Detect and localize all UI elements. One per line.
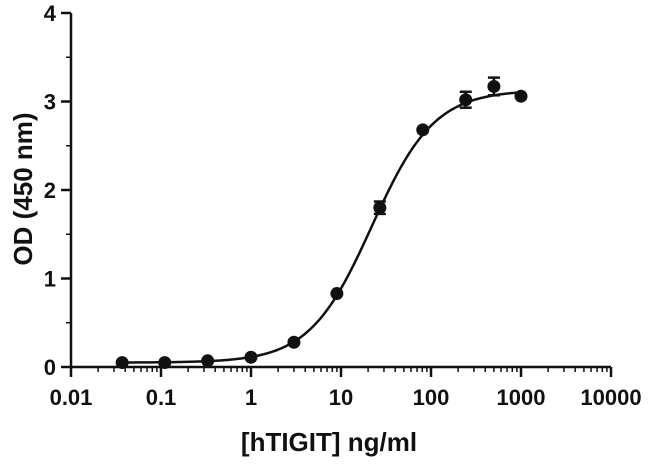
tick-labels-layer: 0.01 0.1 1 10 100 1000 10000 0 1 2 3 4 [44, 1, 642, 410]
y-axis-title: OD (450 nm) [8, 112, 38, 265]
fit-curve [122, 91, 522, 364]
data-points-layer [115, 76, 528, 370]
data-point [330, 287, 344, 301]
x-tick-label: 0.01 [50, 385, 93, 410]
y-tick-label: 3 [44, 90, 56, 115]
x-tick-label: 1 [245, 385, 257, 410]
data-point [201, 354, 215, 368]
x-tick-label: 1000 [497, 385, 546, 410]
data-point [487, 79, 501, 93]
x-axis-title: [hTIGIT] ng/ml [241, 427, 417, 457]
data-point [416, 123, 430, 137]
x-tick-label: 10 [329, 385, 353, 410]
data-point [287, 335, 301, 349]
data-point [244, 350, 258, 364]
data-point [514, 89, 528, 103]
y-tick-label: 0 [44, 355, 56, 380]
y-tick-label: 4 [44, 1, 57, 26]
y-tick-label: 2 [44, 178, 56, 203]
data-point [373, 201, 387, 215]
y-tick-label: 1 [44, 267, 56, 292]
x-tick-label: 100 [413, 385, 450, 410]
x-tick-label: 10000 [580, 385, 641, 410]
axes [61, 11, 613, 377]
x-tick-label: 0.1 [146, 385, 177, 410]
fit-curve-layer [122, 91, 522, 364]
data-point [158, 356, 172, 370]
data-point [115, 356, 129, 370]
data-point [459, 93, 473, 107]
